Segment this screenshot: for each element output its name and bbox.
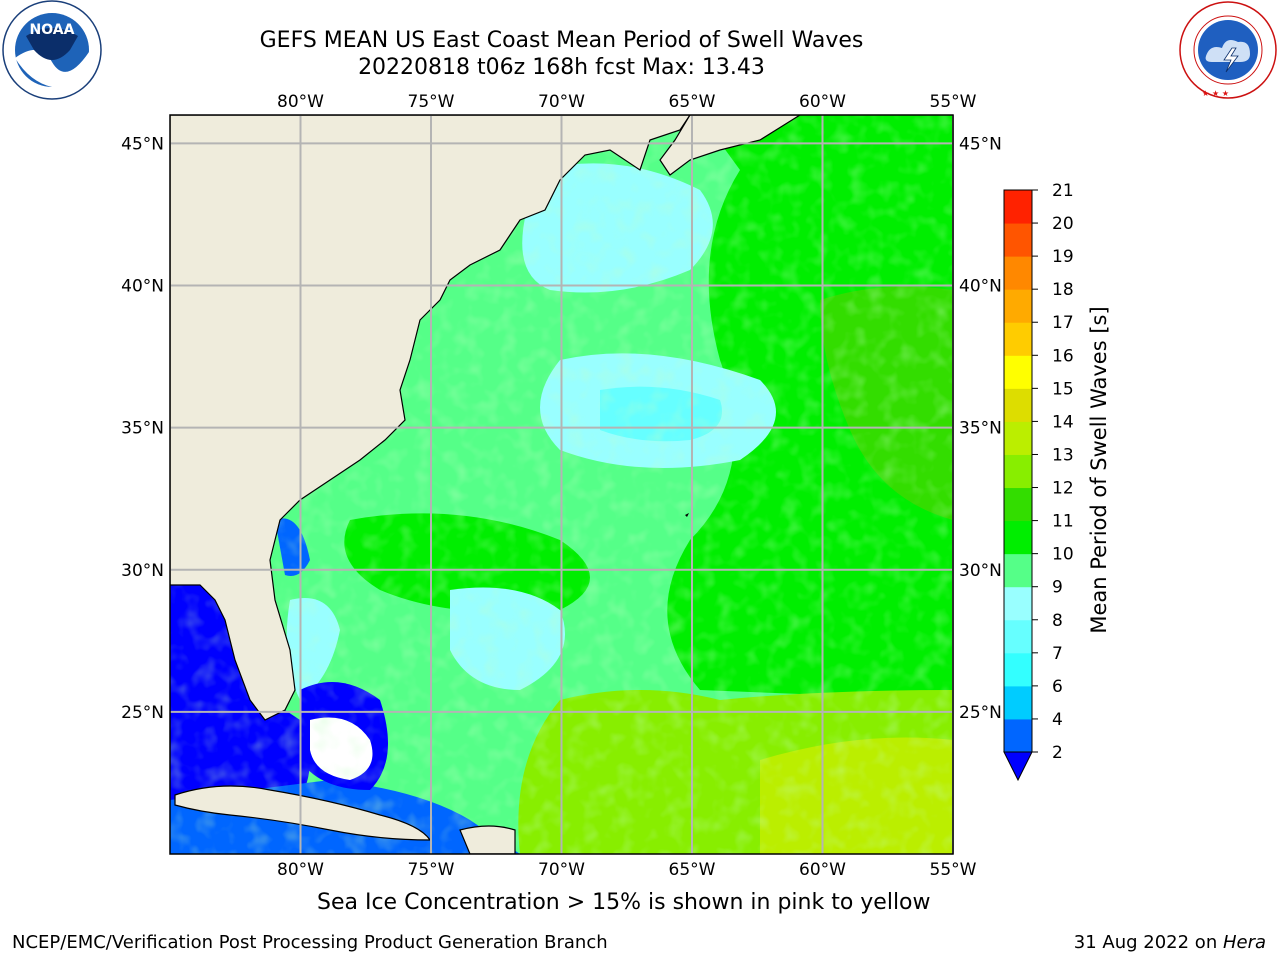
colorbar-swatch bbox=[1004, 289, 1032, 323]
lon-label-top: 70°W bbox=[538, 92, 585, 112]
colorbar-tick-label: 19 bbox=[1052, 247, 1074, 267]
chart-subtitle: 20220818 t06z 168h fcst Max: 13.43 bbox=[358, 55, 765, 80]
colorbar-tick-label: 7 bbox=[1052, 644, 1063, 664]
colorbar: 2 4 6 7 8 9 10 11 12 13 14 15 16 17 18 19 20 21 bbox=[1003, 181, 1074, 782]
colorbar-swatch bbox=[1004, 520, 1032, 555]
colorbar-tick-label: 2 bbox=[1052, 743, 1063, 763]
nova-scotia-land bbox=[659, 115, 802, 176]
colorbar-swatch bbox=[1004, 454, 1032, 489]
lat-label-left: 25°N bbox=[121, 703, 164, 723]
colorbar-tick-label: 18 bbox=[1052, 280, 1074, 300]
colorbar-tick-label: 14 bbox=[1052, 412, 1074, 432]
colorbar-tick-label: 6 bbox=[1052, 677, 1063, 697]
cuba-land bbox=[174, 785, 432, 841]
lat-label-right: 45°N bbox=[959, 134, 1002, 154]
svg-text:★ ★ ★: ★ ★ ★ bbox=[1202, 89, 1229, 98]
colorbar-swatch bbox=[1004, 553, 1032, 588]
footer-credit: NCEP/EMC/Verification Post Processing Pr… bbox=[12, 932, 608, 953]
colorbar-tick-label: 17 bbox=[1052, 313, 1074, 333]
lon-label-top: 55°W bbox=[930, 92, 977, 112]
colorbar-tick-label: 10 bbox=[1052, 545, 1074, 565]
chart-title: GEFS MEAN US East Coast Mean Period of S… bbox=[259, 28, 864, 53]
lat-label-left: 40°N bbox=[121, 277, 164, 297]
colorbar-swatch bbox=[1004, 619, 1032, 654]
lon-label-top: 80°W bbox=[277, 92, 324, 112]
lat-label-right: 25°N bbox=[959, 703, 1002, 723]
lat-label-right: 40°N bbox=[959, 277, 1002, 297]
lon-label-top: 65°W bbox=[669, 92, 716, 112]
colorbar-under-arrow bbox=[1003, 751, 1033, 782]
colorbar-swatch bbox=[1004, 487, 1032, 522]
lat-label-left: 35°N bbox=[121, 419, 164, 439]
colorbar-swatch bbox=[1004, 388, 1032, 422]
colorbar-tick-label: 4 bbox=[1052, 710, 1063, 730]
lon-label-bottom: 80°W bbox=[277, 860, 324, 880]
lon-label-bottom: 75°W bbox=[408, 860, 455, 880]
colorbar-tick-label: 15 bbox=[1052, 379, 1074, 399]
lat-label-left: 30°N bbox=[121, 561, 164, 581]
footer-date-text: 31 Aug 2022 on bbox=[1073, 932, 1223, 953]
lon-label-bottom: 60°W bbox=[799, 860, 846, 880]
lat-label-right: 30°N bbox=[959, 561, 1002, 581]
colorbar-swatch bbox=[1004, 421, 1032, 455]
noaa-logo-text: NOAA bbox=[30, 22, 75, 38]
colorbar-swatch bbox=[1004, 355, 1032, 389]
colorbar-swatch bbox=[1004, 685, 1032, 720]
colorbar-label: Mean Period of Swell Waves [s] bbox=[1087, 306, 1111, 633]
hispaniola-land bbox=[459, 825, 516, 854]
colorbar-swatch bbox=[1004, 652, 1032, 687]
lon-label-top: 60°W bbox=[799, 92, 846, 112]
colorbar-swatch bbox=[1004, 586, 1032, 621]
lon-label-top: 75°W bbox=[408, 92, 455, 112]
colorbar-tick-label: 9 bbox=[1052, 578, 1063, 598]
colorbar-frame bbox=[1003, 189, 1033, 753]
colorbar-tick-label: 8 bbox=[1052, 611, 1063, 631]
nws-logo: ★ ★ ★ bbox=[1179, 1, 1277, 99]
colorbar-tick-label: 11 bbox=[1052, 512, 1074, 532]
lon-label-bottom: 65°W bbox=[669, 860, 716, 880]
colorbar-tick-label: 13 bbox=[1052, 445, 1074, 465]
colorbar-tick-label: 16 bbox=[1052, 346, 1074, 366]
colorbar-tick-label: 20 bbox=[1052, 214, 1074, 234]
lat-label-left: 45°N bbox=[121, 134, 164, 154]
colorbar-swatch bbox=[1004, 322, 1032, 356]
colorbar-swatch bbox=[1004, 190, 1032, 224]
colorbar-tick-label: 21 bbox=[1052, 181, 1074, 201]
colorbar-swatch bbox=[1004, 223, 1032, 257]
noaa-logo: NOAA bbox=[2, 0, 102, 100]
colorbar-swatch bbox=[1004, 718, 1032, 753]
colorbar-swatch bbox=[1004, 256, 1032, 290]
axis-labels: 80°W 80°W 75°W 75°W 70°W 70°W 65°W 65°W 60°W 60°W… bbox=[121, 92, 1002, 880]
colorbar-tick-label: 12 bbox=[1052, 479, 1074, 499]
lat-label-right: 35°N bbox=[959, 419, 1002, 439]
bermuda bbox=[685, 513, 689, 517]
lon-label-bottom: 70°W bbox=[538, 860, 585, 880]
sea-ice-caption: Sea Ice Concentration > 15% is shown in … bbox=[317, 890, 931, 915]
map-frame bbox=[169, 114, 954, 855]
footer-date: 31 Aug 2022 on Hera bbox=[1074, 932, 1266, 953]
lon-label-bottom: 55°W bbox=[930, 860, 977, 880]
footer-host: Hera bbox=[1222, 932, 1266, 953]
